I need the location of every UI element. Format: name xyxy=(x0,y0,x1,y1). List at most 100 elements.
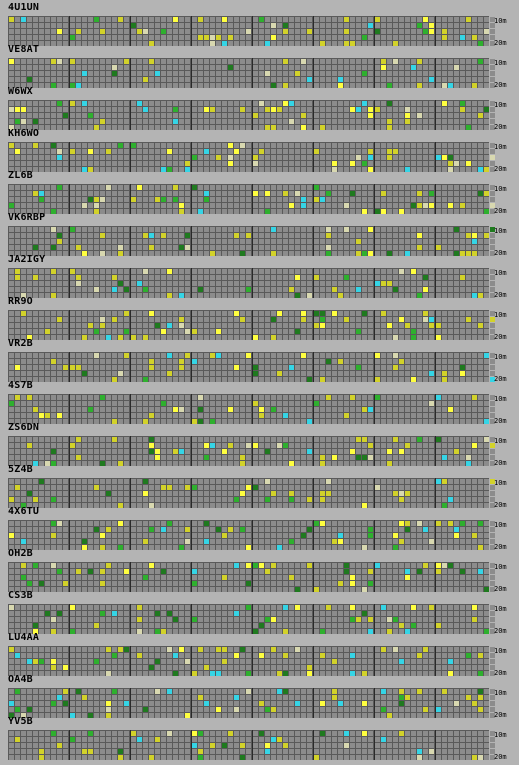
grid-cell xyxy=(198,35,203,40)
grid-cell xyxy=(45,395,50,400)
grid-cell xyxy=(295,65,300,70)
grid-cell xyxy=(118,203,123,208)
grid-cell xyxy=(210,287,215,292)
block-divider xyxy=(69,58,70,88)
grid-cell xyxy=(216,143,221,148)
grid-cell xyxy=(295,29,300,34)
grid-cell xyxy=(70,377,75,382)
grid-cell xyxy=(173,275,178,280)
grid-cell xyxy=(143,23,148,28)
grid-cell xyxy=(124,485,129,490)
grid-cell xyxy=(15,113,20,118)
grid-cell xyxy=(179,203,184,208)
block-divider xyxy=(69,268,70,298)
grid-cell xyxy=(33,533,38,538)
grid-cell xyxy=(76,413,81,418)
grid-cell xyxy=(27,413,32,418)
grid-cell xyxy=(70,353,75,358)
grid-cell xyxy=(320,437,325,442)
grid-cell xyxy=(76,71,81,76)
grid-cell xyxy=(21,203,26,208)
grid-cell xyxy=(356,371,361,376)
grid-cell xyxy=(155,269,160,274)
grid-cell xyxy=(82,335,87,340)
grid-cell xyxy=(454,461,459,466)
grid-cell xyxy=(307,503,312,508)
grid-cell xyxy=(82,365,87,370)
grid-cell xyxy=(222,149,227,154)
block-divider xyxy=(252,478,253,508)
grid-cell xyxy=(161,275,166,280)
grid-cell xyxy=(204,317,209,322)
grid-cell xyxy=(88,119,93,124)
grid-cell xyxy=(259,353,264,358)
grid-cell xyxy=(490,167,495,172)
grid-cell xyxy=(88,401,93,406)
grid-cell xyxy=(301,209,306,214)
grid-cell xyxy=(387,41,392,46)
grid-cell xyxy=(301,83,306,88)
grid-cell xyxy=(118,107,123,112)
grid-cell xyxy=(228,443,233,448)
grid-cell xyxy=(289,119,294,124)
grid-cell xyxy=(375,365,380,370)
grid-cell xyxy=(210,29,215,34)
grid-cell xyxy=(216,365,221,370)
grid-cell xyxy=(21,113,26,118)
grid-cell xyxy=(405,59,410,64)
grid-cell xyxy=(411,419,416,424)
grid-cell xyxy=(33,329,38,334)
grid-cell xyxy=(350,101,355,106)
grid-cell xyxy=(143,125,148,130)
grid-cell xyxy=(295,185,300,190)
grid-cell xyxy=(167,203,172,208)
grid-cell xyxy=(222,311,227,316)
grid-cell xyxy=(399,167,404,172)
grid-cell xyxy=(106,71,111,76)
grid-cell xyxy=(429,59,434,64)
grid-cell xyxy=(106,401,111,406)
grid-cell xyxy=(106,125,111,130)
grid-cell xyxy=(88,287,93,292)
band-label-10m: 10m xyxy=(494,311,507,319)
grid-cell xyxy=(45,107,50,112)
grid-cell xyxy=(307,281,312,286)
grid-cell xyxy=(155,167,160,172)
grid-cell xyxy=(94,449,99,454)
grid-cell xyxy=(70,329,75,334)
grid-cell xyxy=(88,197,93,202)
grid-cell xyxy=(204,209,209,214)
grid-cell xyxy=(320,365,325,370)
grid-cell xyxy=(240,29,245,34)
grid-cell xyxy=(155,119,160,124)
grid-cell xyxy=(27,479,32,484)
grid-cell xyxy=(173,65,178,70)
grid-cell xyxy=(314,41,319,46)
grid-cell xyxy=(344,107,349,112)
grid-cell xyxy=(124,335,129,340)
grid-cell xyxy=(216,113,221,118)
grid-cell xyxy=(417,437,422,442)
grid-cell xyxy=(289,23,294,28)
grid-cell xyxy=(88,167,93,172)
grid-cell xyxy=(124,437,129,442)
grid-cell xyxy=(240,35,245,40)
grid-cell xyxy=(259,377,264,382)
grid-cell xyxy=(57,59,62,64)
grid-cell xyxy=(338,41,343,46)
grid-cell xyxy=(393,143,398,148)
grid-cell xyxy=(88,155,93,160)
grid-cell xyxy=(57,359,62,364)
grid-cell xyxy=(21,479,26,484)
grid-cell xyxy=(368,503,373,508)
grid-cell xyxy=(253,275,258,280)
grid-cell xyxy=(429,449,434,454)
grid-cell xyxy=(198,317,203,322)
grid-cell xyxy=(167,149,172,154)
grid-cell xyxy=(204,455,209,460)
grid-cell xyxy=(295,407,300,412)
grid-cell xyxy=(259,443,264,448)
grid-cell xyxy=(198,287,203,292)
grid-cell xyxy=(484,371,489,376)
grid-cell xyxy=(9,401,14,406)
